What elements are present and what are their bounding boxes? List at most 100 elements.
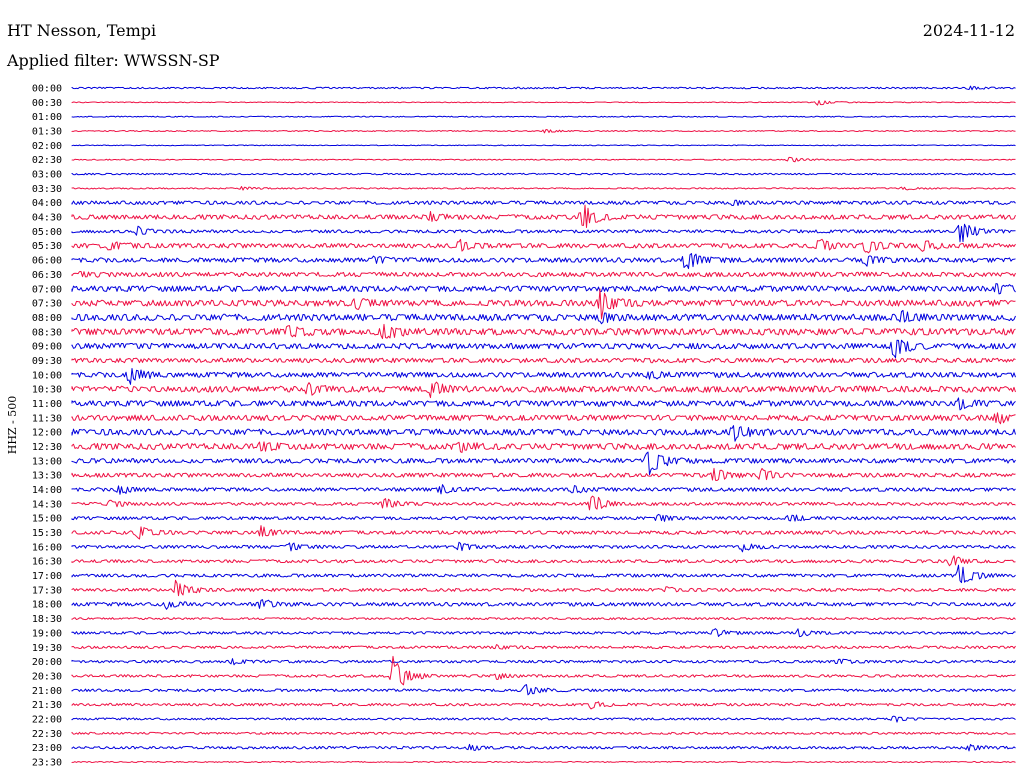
- time-tick-label: 04:30: [32, 213, 62, 224]
- time-tick-label: 03:30: [32, 184, 62, 195]
- trace-group: 00:00 00:30 01:00 01:30 02:00 02:30 03:00 03:30…: [32, 84, 1016, 768]
- time-tick-label: 12:30: [32, 442, 62, 453]
- seismic-trace: [71, 357, 1016, 364]
- time-tick-label: 17:00: [32, 571, 62, 582]
- time-tick-label: 20:00: [32, 657, 62, 668]
- seismic-trace: [71, 253, 1016, 270]
- seismic-trace: [71, 288, 1016, 320]
- seismic-trace: [71, 655, 1016, 686]
- time-tick-label: 04:00: [32, 198, 62, 209]
- seismic-trace: [71, 484, 1016, 495]
- seismic-trace: [71, 156, 1016, 163]
- time-tick-label: 12:00: [32, 428, 62, 439]
- station-title: HT Nesson, Tempi: [7, 21, 157, 40]
- seismic-trace: [71, 617, 1016, 621]
- time-tick-label: 17:30: [32, 585, 62, 596]
- seismic-trace: [71, 115, 1016, 118]
- seismic-trace: [71, 579, 1016, 597]
- time-tick-label: 06:00: [32, 256, 62, 267]
- seismic-trace: [71, 467, 1016, 482]
- time-tick-label: 20:30: [32, 671, 62, 682]
- time-tick-label: 02:00: [32, 141, 62, 152]
- time-tick-label: 09:30: [32, 356, 62, 367]
- seismic-trace: [71, 270, 1016, 278]
- time-tick-label: 18:00: [32, 600, 62, 611]
- time-tick-label: 10:00: [32, 370, 62, 381]
- time-tick-label: 09:00: [32, 342, 62, 353]
- time-tick-label: 00:30: [32, 98, 62, 109]
- seismic-trace: [71, 397, 1016, 411]
- seismic-trace: [71, 564, 1016, 584]
- seismic-trace: [71, 223, 1016, 243]
- seismic-trace: [71, 555, 1016, 567]
- time-tick-label: 23:00: [32, 743, 62, 754]
- seismic-trace: [71, 172, 1016, 176]
- seismic-trace: [71, 199, 1016, 207]
- time-tick-label: 10:30: [32, 385, 62, 396]
- seismic-trace: [71, 715, 1016, 723]
- seismic-trace: [71, 441, 1016, 453]
- seismic-trace: [71, 100, 1016, 106]
- date-label: 2024-11-12: [922, 21, 1015, 40]
- seismic-trace: [71, 541, 1016, 553]
- time-tick-label: 14:00: [32, 485, 62, 496]
- time-tick-label: 19:30: [32, 643, 62, 654]
- time-tick-label: 21:00: [32, 686, 62, 697]
- time-tick-label: 08:30: [32, 327, 62, 338]
- time-tick-label: 18:30: [32, 614, 62, 625]
- seismic-trace: [71, 760, 1016, 763]
- seismic-trace: [71, 644, 1016, 650]
- time-tick-label: 22:30: [32, 729, 62, 740]
- time-tick-label: 05:00: [32, 227, 62, 238]
- time-tick-label: 07:30: [32, 299, 62, 310]
- time-tick-label: 16:00: [32, 542, 62, 553]
- y-axis-label: HHZ - 500: [6, 396, 19, 455]
- seismic-trace: [71, 731, 1016, 735]
- seismic-trace: [71, 309, 1016, 325]
- time-tick-label: 14:30: [32, 499, 62, 510]
- time-tick-label: 07:00: [32, 284, 62, 295]
- time-tick-label: 03:00: [32, 170, 62, 181]
- time-tick-label: 16:30: [32, 557, 62, 568]
- time-tick-label: 21:30: [32, 700, 62, 711]
- filter-label: Applied filter: WWSSN-SP: [7, 51, 220, 70]
- time-tick-label: 13:00: [32, 456, 62, 467]
- time-tick-label: 01:00: [32, 112, 62, 123]
- time-tick-label: 15:00: [32, 514, 62, 525]
- seismic-trace: [71, 368, 1016, 385]
- time-tick-label: 02:30: [32, 155, 62, 166]
- time-tick-label: 11:00: [32, 399, 62, 410]
- time-tick-label: 11:30: [32, 413, 62, 424]
- time-tick-label: 05:30: [32, 241, 62, 252]
- seismic-trace: [71, 204, 1016, 228]
- time-tick-label: 22:00: [32, 714, 62, 725]
- seismic-trace: [71, 381, 1016, 399]
- seismic-trace: [71, 701, 1016, 710]
- seismic-trace: [71, 185, 1016, 191]
- seismic-trace: [71, 144, 1016, 147]
- seismic-trace: [71, 599, 1016, 610]
- time-tick-label: 13:30: [32, 471, 62, 482]
- seismic-trace: [71, 323, 1016, 340]
- seismic-trace: [71, 451, 1016, 476]
- time-tick-label: 06:30: [32, 270, 62, 281]
- seismic-trace: [71, 684, 1016, 696]
- seismic-trace: [71, 238, 1016, 254]
- seismic-trace: [71, 743, 1016, 752]
- seismic-trace: [71, 513, 1016, 522]
- seismic-trace: [71, 128, 1016, 134]
- time-tick-label: 19:00: [32, 628, 62, 639]
- seismic-trace: [71, 339, 1016, 359]
- seismic-trace: [71, 495, 1016, 511]
- seismic-trace: [71, 658, 1016, 666]
- seismic-trace: [71, 412, 1016, 425]
- time-tick-label: 23:30: [32, 757, 62, 768]
- seismic-trace: [71, 628, 1016, 638]
- time-tick-label: 01:30: [32, 127, 62, 138]
- seismic-trace: [71, 525, 1016, 540]
- time-tick-label: 15:30: [32, 528, 62, 539]
- seismic-trace: [71, 85, 1016, 91]
- time-tick-label: 08:00: [32, 313, 62, 324]
- seismic-trace: [71, 283, 1016, 295]
